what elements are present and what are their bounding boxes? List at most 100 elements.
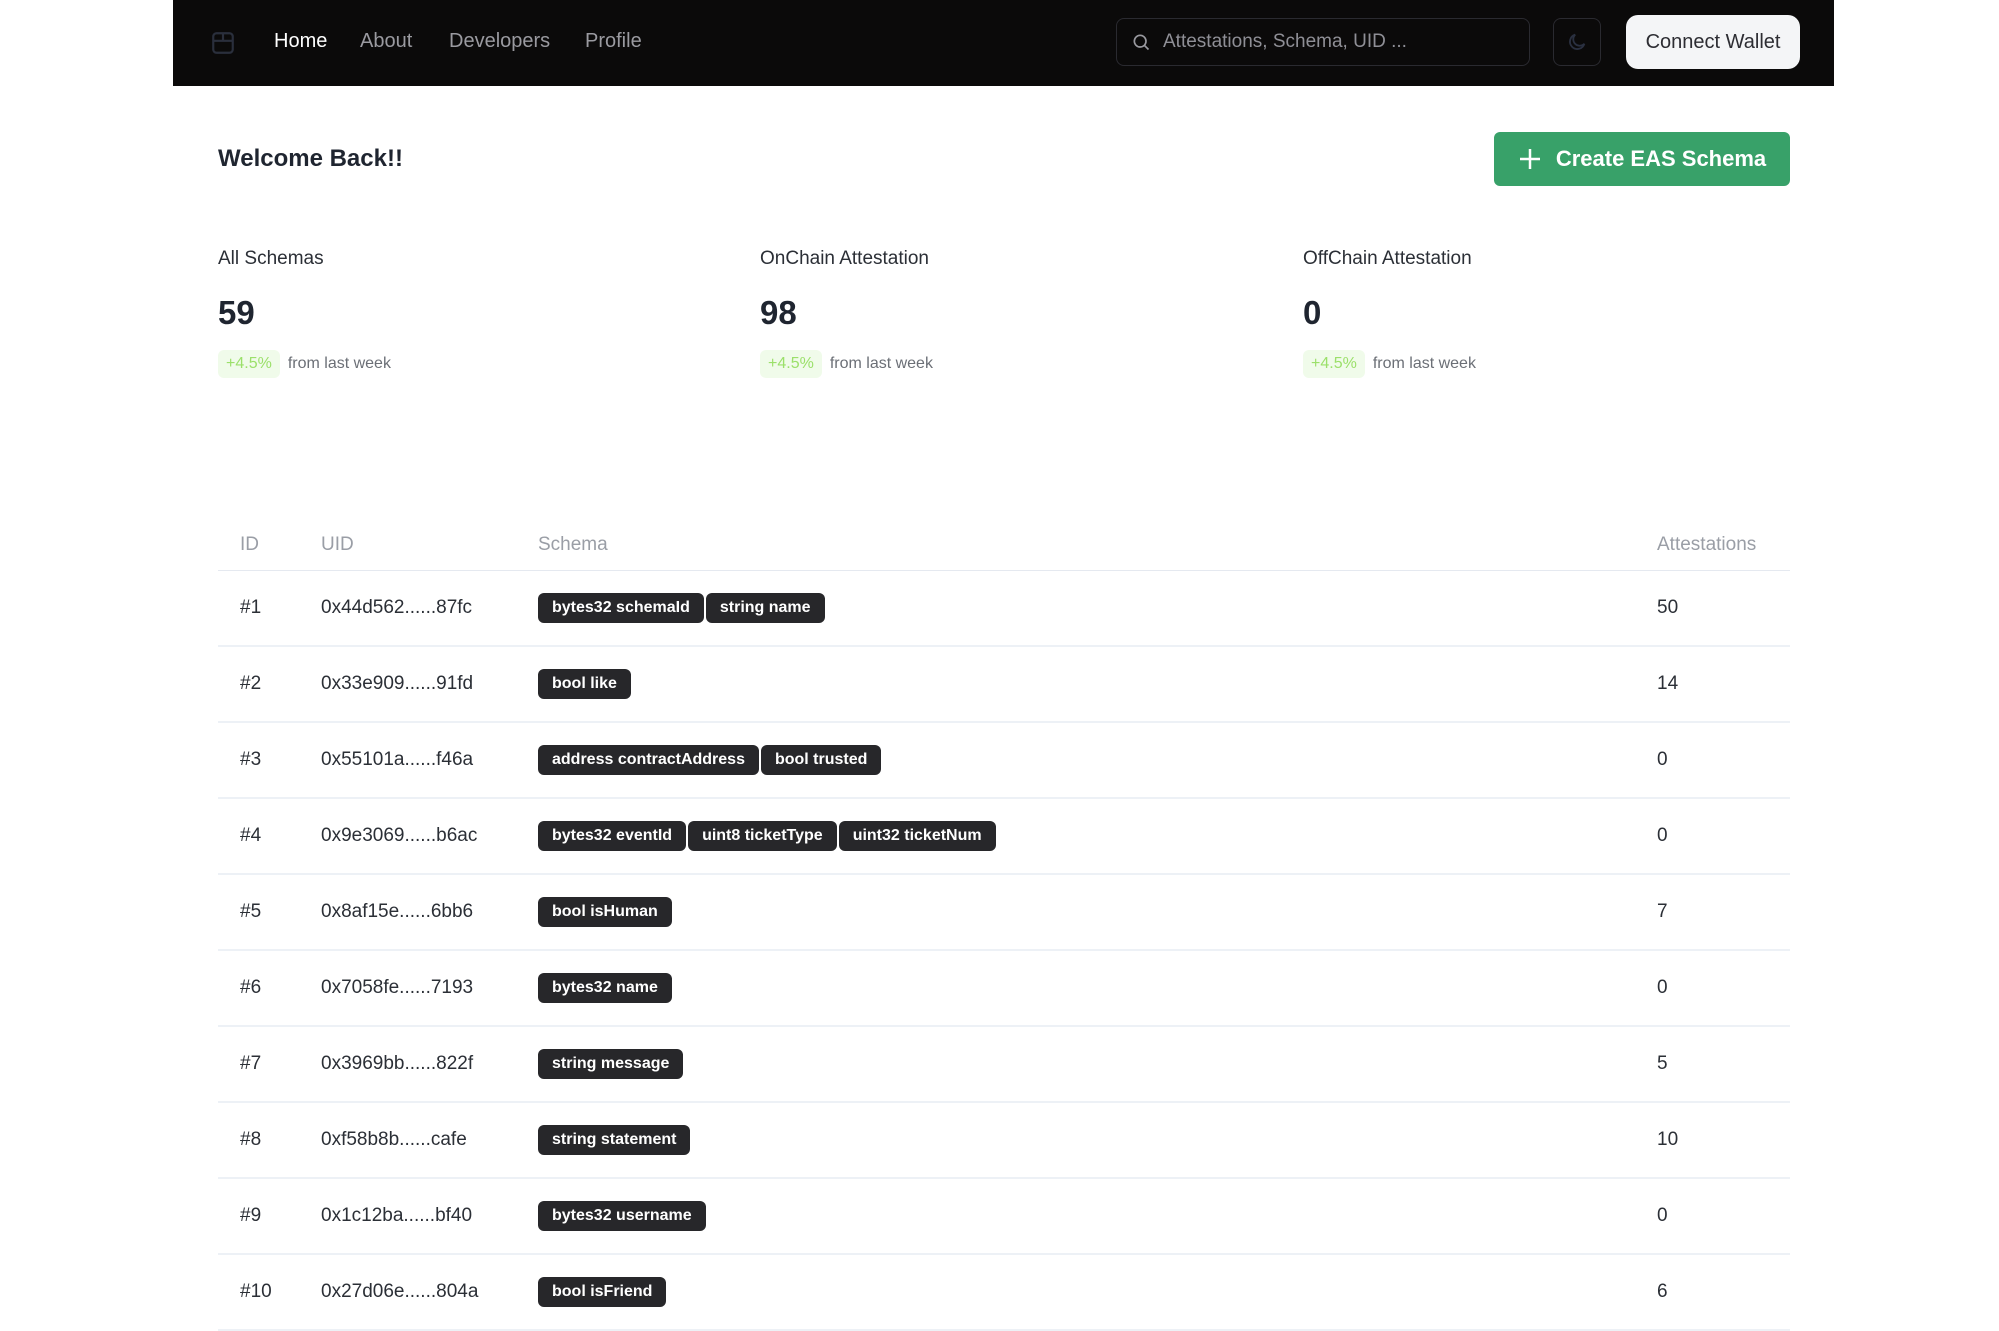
row-uid[interactable]: 0x8af15e......6bb6 xyxy=(321,901,474,922)
theme-toggle-button[interactable] xyxy=(1553,18,1601,66)
row-attestations: 0 xyxy=(1657,977,1668,998)
row-schema: address contractAddress bool trusted xyxy=(538,745,882,775)
row-uid[interactable]: 0x9e3069......b6ac xyxy=(321,825,478,846)
row-attestations: 50 xyxy=(1657,597,1679,618)
row-attestations: 0 xyxy=(1657,749,1668,770)
page-title: Welcome Back!! xyxy=(218,145,403,172)
row-attestations: 0 xyxy=(1657,825,1668,846)
schema-field-tag: string message xyxy=(538,1049,684,1079)
schema-field-tag: bytes32 username xyxy=(538,1201,706,1231)
row-id: #1 xyxy=(240,597,262,618)
row-uid[interactable]: 0x3969bb......822f xyxy=(321,1053,474,1074)
stat-value: 0 xyxy=(1303,294,1322,331)
schema-field-tag: string name xyxy=(705,593,825,623)
header-uid: UID xyxy=(321,534,354,555)
row-uid[interactable]: 0x44d562......87fc xyxy=(321,597,473,618)
table-row[interactable]: #1 0x44d562......87fc bytes32 schemaId stri… xyxy=(218,571,1790,647)
row-schema: string statement xyxy=(538,1125,691,1155)
change-badge: +4.5% xyxy=(218,350,280,378)
create-schema-label: Create EAS Schema xyxy=(1555,146,1767,171)
stat-label: OffChain Attestation xyxy=(1303,248,1472,269)
table-row[interactable]: #5 0x8af15e......6bb6 bool isHuman 7 xyxy=(218,875,1790,951)
search-input[interactable] xyxy=(1161,30,1505,54)
row-uid[interactable]: 0x55101a......f46a xyxy=(321,749,474,770)
row-attestations: 10 xyxy=(1657,1129,1679,1150)
table-row[interactable]: #4 0x9e3069......b6ac bytes32 eventId uint8… xyxy=(218,799,1790,875)
change-suffix: from last week xyxy=(829,355,933,372)
stat-all-schemas: All Schemas 59 +4.5% from last week xyxy=(218,248,391,378)
schema-field-tag: bool isHuman xyxy=(538,897,672,927)
create-schema-button[interactable]: Create EAS Schema xyxy=(1494,132,1790,186)
row-uid[interactable]: 0x33e909......91fd xyxy=(321,673,474,694)
header-id: ID xyxy=(240,534,259,555)
row-attestations: 6 xyxy=(1657,1281,1668,1302)
moon-icon xyxy=(1569,33,1586,50)
nav-about[interactable]: About xyxy=(360,30,413,52)
stat-label: All Schemas xyxy=(218,248,324,269)
change-suffix: from last week xyxy=(287,355,391,372)
row-uid[interactable]: 0x1c12ba......bf40 xyxy=(321,1205,473,1226)
row-id: #5 xyxy=(240,901,262,922)
row-id: #8 xyxy=(240,1129,262,1150)
header-attestations: Attestations xyxy=(1657,534,1757,555)
row-schema: bytes32 username xyxy=(538,1201,706,1231)
row-id: #2 xyxy=(240,673,262,694)
table-row[interactable]: #10 0x27d06e......804a bool isFriend 6 xyxy=(218,1255,1790,1331)
row-schema: bool isFriend xyxy=(538,1277,667,1307)
schema-field-tag: bool like xyxy=(538,669,631,699)
row-schema: bytes32 eventId uint8 ticketType uint32 ti… xyxy=(538,821,996,851)
schema-field-tag: bool trusted xyxy=(760,745,882,775)
stat-value: 59 xyxy=(218,294,255,331)
row-schema: bool like xyxy=(538,669,631,699)
row-schema: bytes32 name xyxy=(538,973,672,1003)
schema-field-tag: bytes32 schemaId xyxy=(538,593,704,623)
search-icon xyxy=(1133,34,1150,51)
table-row[interactable]: #9 0x1c12ba......bf40 bytes32 username 0 xyxy=(218,1179,1790,1255)
row-id: #4 xyxy=(240,825,262,846)
row-attestations: 7 xyxy=(1657,901,1668,922)
nav-profile[interactable]: Profile xyxy=(585,30,642,52)
box-icon[interactable] xyxy=(210,30,236,56)
table-row[interactable]: #6 0x7058fe......7193 bytes32 name 0 xyxy=(218,951,1790,1027)
row-schema: bool isHuman xyxy=(538,897,672,927)
table-header: ID UID Schema Attestations xyxy=(218,510,1790,571)
row-schema: bytes32 schemaId string name xyxy=(538,593,825,623)
top-navbar: Home About Developers Profile Connect Wa… xyxy=(173,0,1834,86)
row-attestations: 14 xyxy=(1657,673,1679,694)
table-row[interactable]: #7 0x3969bb......822f string message 5 xyxy=(218,1027,1790,1103)
schema-field-tag: address contractAddress xyxy=(538,745,759,775)
row-id: #7 xyxy=(240,1053,262,1074)
stat-onchain: OnChain Attestation 98 +4.5% from last we… xyxy=(760,248,933,378)
stat-label: OnChain Attestation xyxy=(760,248,929,269)
table-row[interactable]: #2 0x33e909......91fd bool like 14 xyxy=(218,647,1790,723)
nav-developers[interactable]: Developers xyxy=(449,30,551,52)
connect-wallet-button[interactable]: Connect Wallet xyxy=(1626,15,1800,69)
change-suffix: from last week xyxy=(1372,355,1476,372)
schema-field-tag: bool isFriend xyxy=(538,1277,667,1307)
row-id: #6 xyxy=(240,977,262,998)
schema-field-tag: string statement xyxy=(538,1125,691,1155)
row-attestations: 0 xyxy=(1657,1205,1668,1226)
row-id: #3 xyxy=(240,749,262,770)
change-badge: +4.5% xyxy=(760,350,822,378)
row-uid[interactable]: 0x27d06e......804a xyxy=(321,1281,479,1302)
row-attestations: 5 xyxy=(1657,1053,1668,1074)
row-uid[interactable]: 0xf58b8b......cafe xyxy=(321,1129,467,1150)
table-row[interactable]: #8 0xf58b8b......cafe string statement 10 xyxy=(218,1103,1790,1179)
nav-home[interactable]: Home xyxy=(274,30,328,52)
stat-value: 98 xyxy=(760,294,797,331)
header-schema: Schema xyxy=(538,534,608,555)
row-schema: string message xyxy=(538,1049,684,1079)
search-box[interactable] xyxy=(1116,18,1530,66)
row-uid[interactable]: 0x7058fe......7193 xyxy=(321,977,474,998)
plus-icon xyxy=(1519,149,1540,169)
schema-field-tag: uint32 ticketNum xyxy=(838,821,996,851)
schema-field-tag: bytes32 name xyxy=(538,973,672,1003)
row-id: #10 xyxy=(240,1281,272,1302)
schema-field-tag: uint8 ticketType xyxy=(688,821,837,851)
schema-table: ID UID Schema Attestations #1 0x44d562...… xyxy=(218,510,1790,1331)
row-id: #9 xyxy=(240,1205,262,1226)
change-badge: +4.5% xyxy=(1303,350,1365,378)
table-row[interactable]: #3 0x55101a......f46a address contractAddr… xyxy=(218,723,1790,799)
stat-offchain: OffChain Attestation 0 +4.5% from last we… xyxy=(1303,248,1476,378)
